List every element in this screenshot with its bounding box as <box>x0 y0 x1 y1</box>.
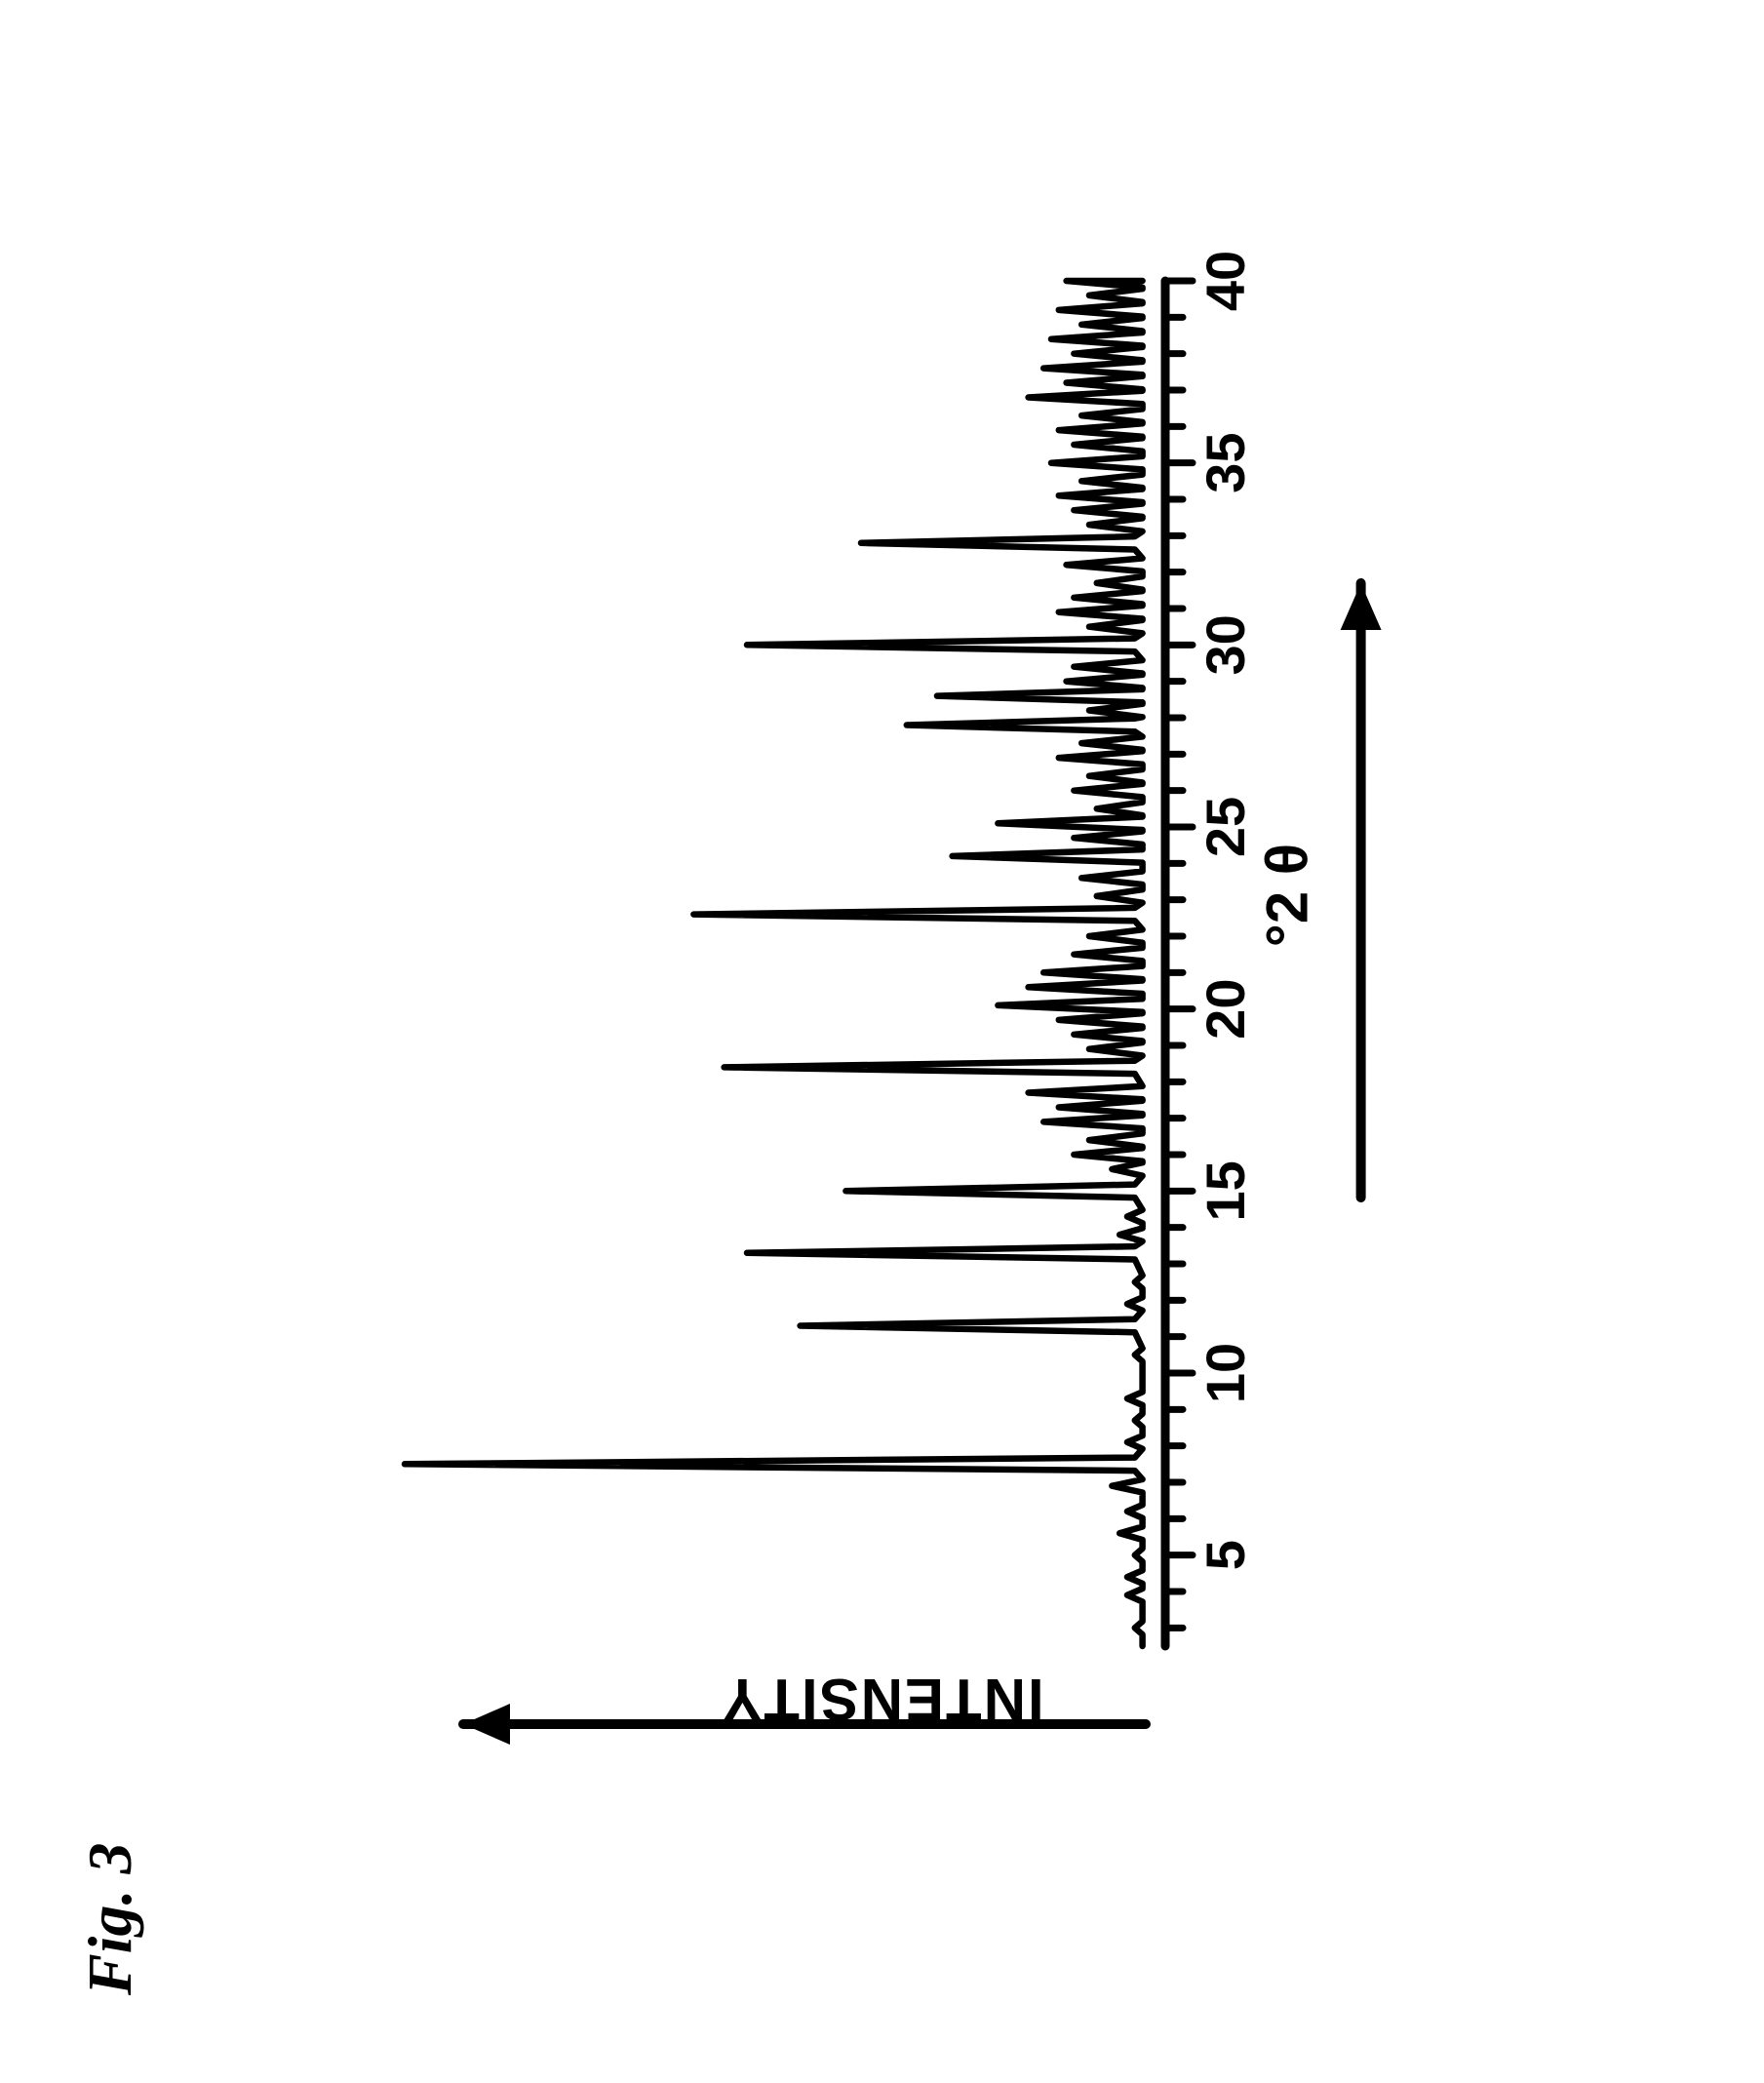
x-tick-label: 25 <box>1195 797 1256 857</box>
x-tick-label: 15 <box>1195 1160 1256 1221</box>
x-tick-label: 35 <box>1195 433 1256 493</box>
x-tick-label: 20 <box>1195 979 1256 1040</box>
chart-rotated-container: 5 10 15 20 25 30 35 40 °2 θ INTENSITY <box>346 213 1419 1870</box>
x-tick-label: 5 <box>1195 1540 1256 1570</box>
y-axis-label: INTENSITY <box>721 1666 1043 1733</box>
xrd-chart: 5 10 15 20 25 30 35 40 °2 θ INTENSITY <box>346 213 1419 1870</box>
x-tick-label: 10 <box>1195 1343 1256 1403</box>
x-tick-label: 30 <box>1195 614 1256 675</box>
figure-caption: Fig. 3 <box>74 1843 146 1995</box>
xrd-svg: 5 10 15 20 25 30 35 40 °2 θ <box>346 213 1419 1870</box>
page: 5 10 15 20 25 30 35 40 °2 θ INTENSITY Fig. 3 <box>0 0 1764 2083</box>
x-axis-label: °2 θ <box>1254 844 1319 947</box>
x-tick-label: 40 <box>1195 251 1256 311</box>
